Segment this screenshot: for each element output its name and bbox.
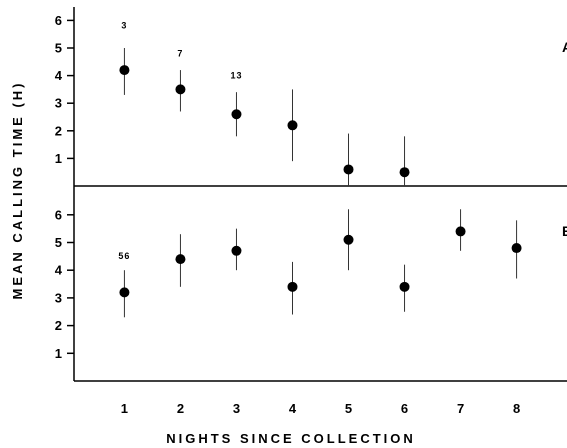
y-tick-label: 3 [55, 96, 62, 111]
data-point [399, 167, 410, 178]
sample-size-label: 13 [230, 70, 242, 80]
data-point [175, 254, 186, 265]
x-tick-label: 6 [401, 401, 408, 416]
x-tick-label: 2 [177, 401, 184, 416]
y-tick-label: 6 [55, 207, 62, 222]
y-tick-label: 2 [55, 123, 62, 138]
x-tick-label: 1 [121, 401, 128, 416]
y-tick-label: 1 [55, 151, 62, 166]
data-point [119, 65, 130, 76]
x-tick-label: 4 [289, 401, 297, 416]
data-point [343, 164, 354, 175]
x-tick-label: 5 [345, 401, 352, 416]
panel-letter: A [562, 39, 567, 55]
x-tick-label: 3 [233, 401, 240, 416]
y-tick-label: 3 [55, 290, 62, 305]
data-point [399, 281, 410, 292]
data-point [119, 287, 130, 298]
y-axis-title: MEAN CALLING TIME (H) [10, 81, 25, 300]
sample-size-label: 56 [118, 251, 130, 261]
plot-layer: 123456781234563713A12345656B [55, 7, 567, 416]
data-point [231, 245, 242, 256]
sample-size-label: 3 [121, 21, 127, 31]
data-point [231, 109, 242, 120]
x-axis-title: NIGHTS SINCE COLLECTION [166, 431, 416, 446]
y-tick-label: 6 [55, 13, 62, 28]
sample-size-label: 7 [177, 48, 183, 58]
data-point [511, 243, 522, 254]
data-point [343, 234, 354, 245]
data-point [175, 84, 186, 95]
x-tick-label: 7 [457, 401, 464, 416]
y-tick-label: 2 [55, 318, 62, 333]
data-point [287, 281, 298, 292]
y-tick-label: 1 [55, 346, 62, 361]
x-tick-label: 8 [513, 401, 520, 416]
y-tick-label: 5 [55, 41, 62, 56]
data-point [455, 226, 466, 237]
data-point [287, 120, 298, 131]
panel-letter: B [562, 223, 567, 239]
y-tick-label: 5 [55, 235, 62, 250]
y-tick-label: 4 [55, 263, 63, 278]
y-tick-label: 4 [55, 68, 63, 83]
